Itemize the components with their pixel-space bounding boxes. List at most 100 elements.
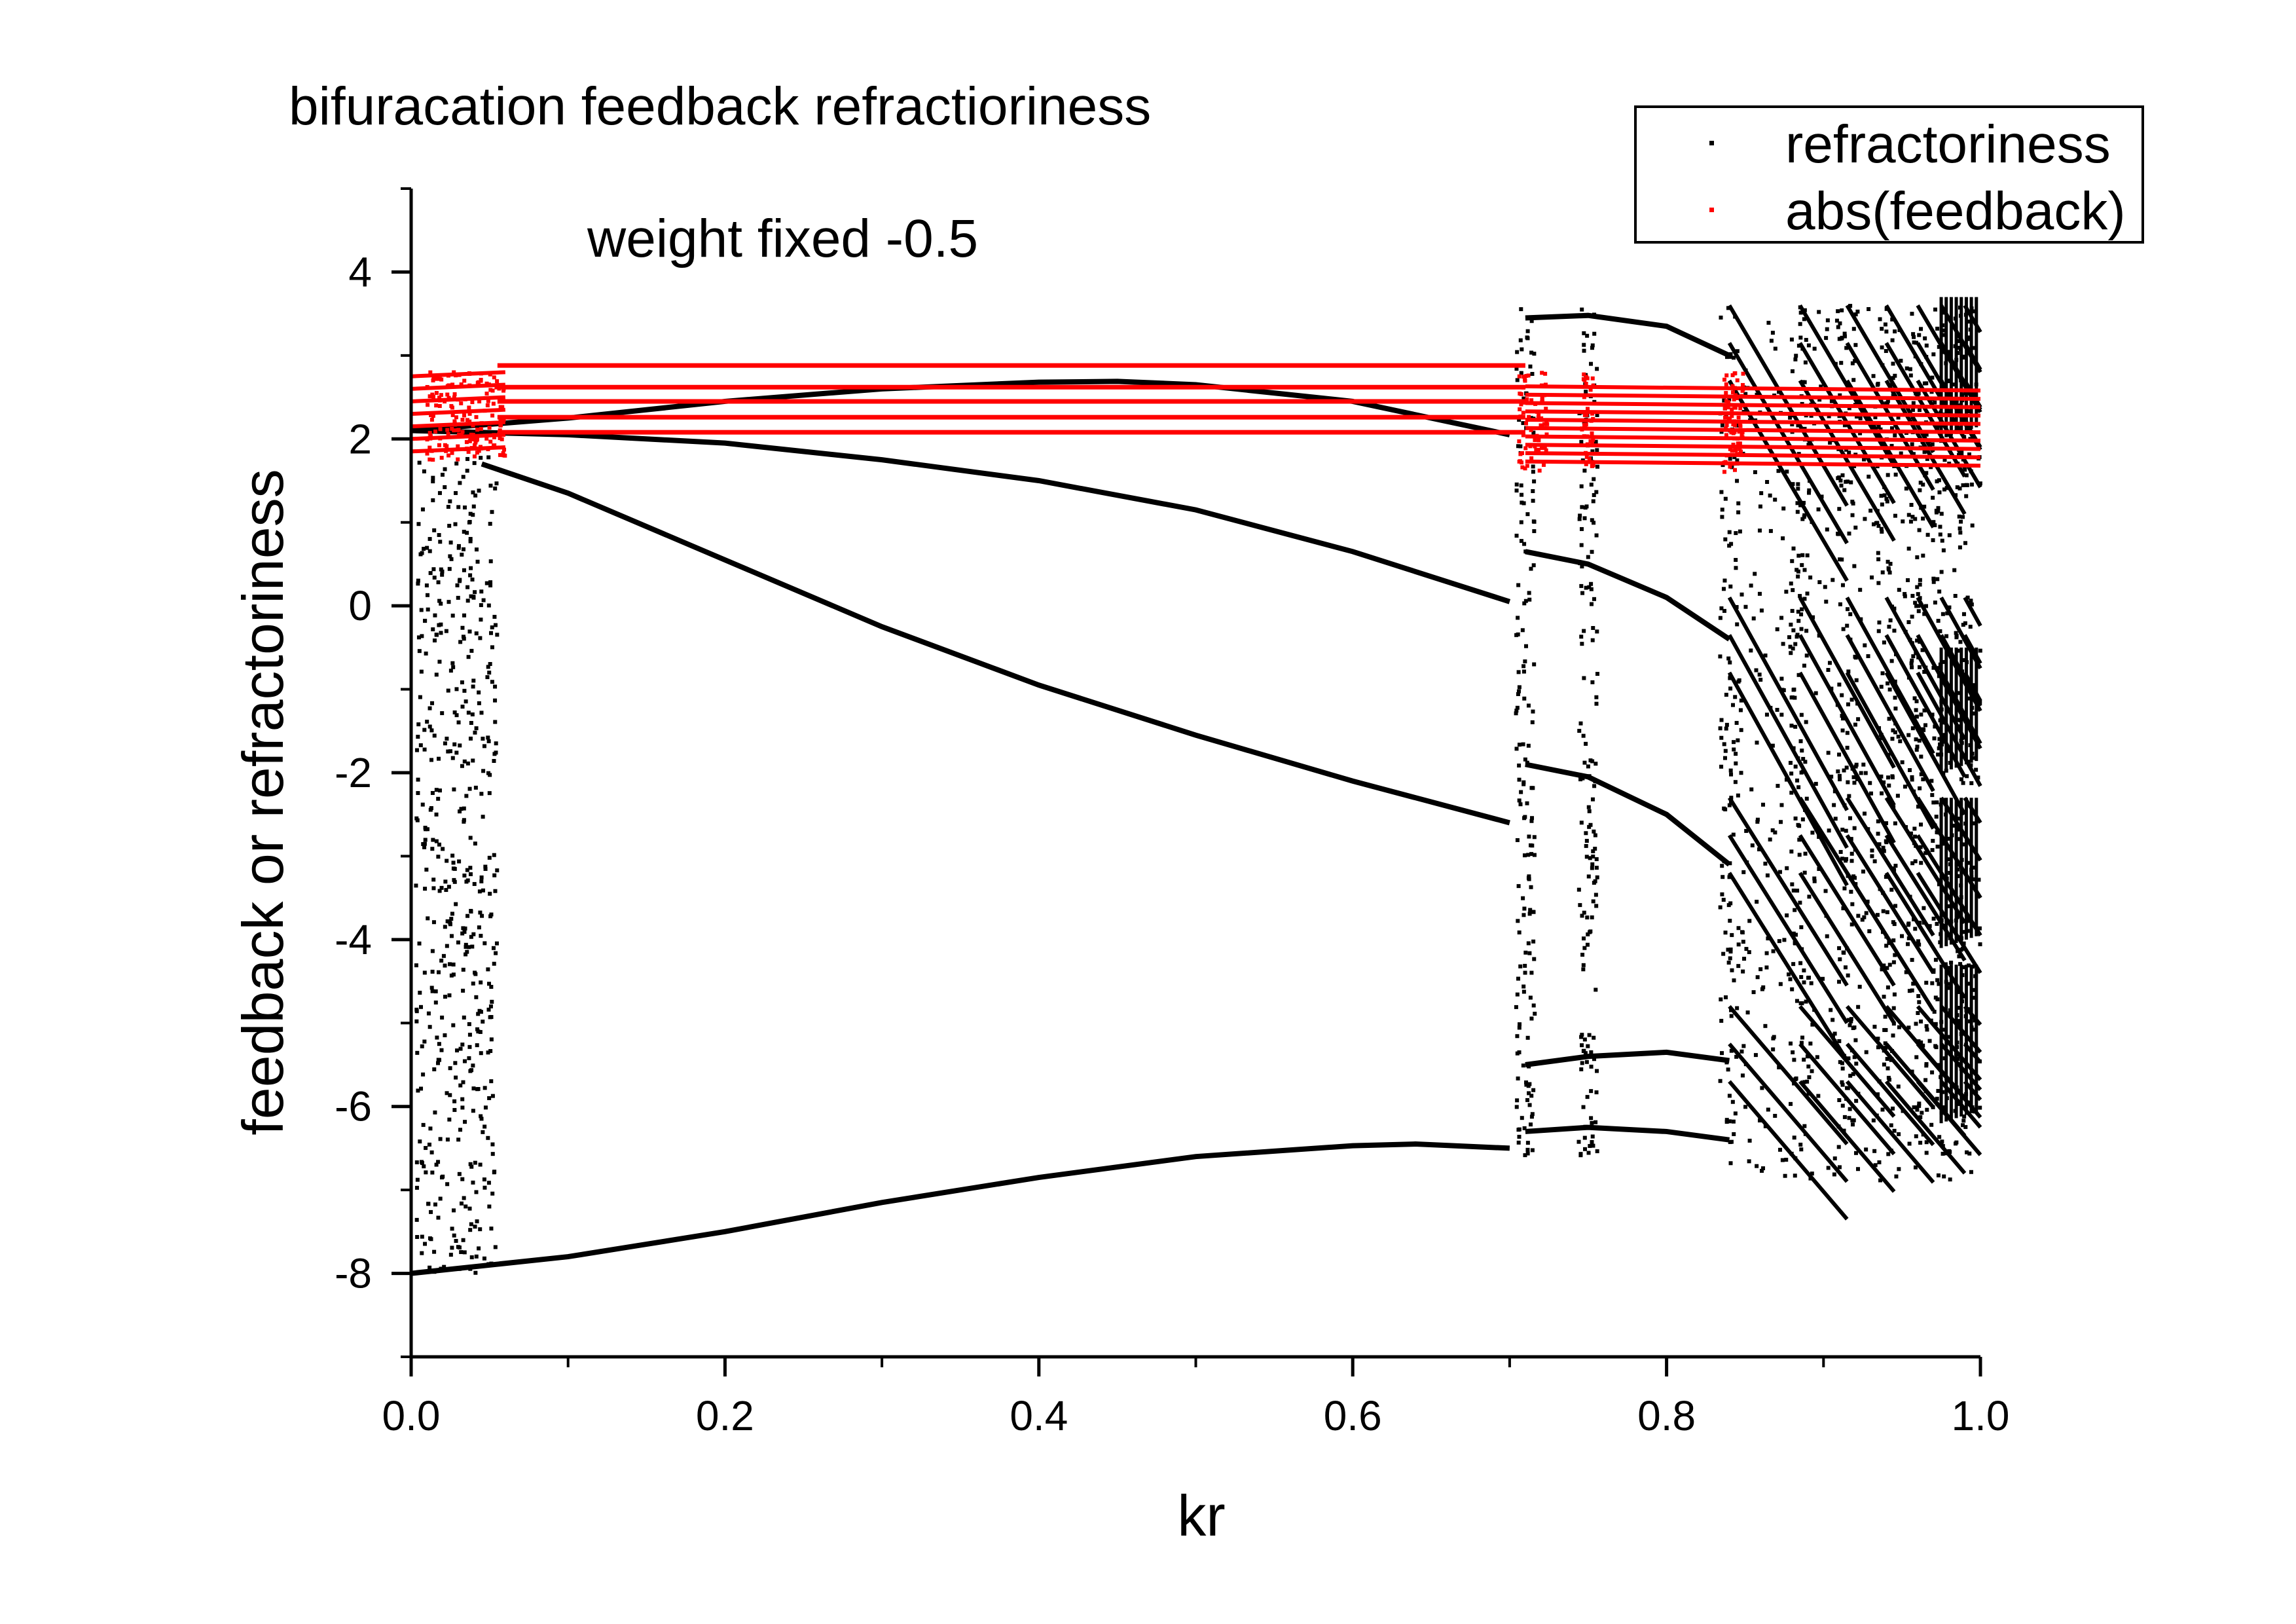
refractoriness-point xyxy=(1532,835,1537,840)
feedback-point xyxy=(501,451,505,456)
refractoriness-point xyxy=(1591,854,1595,858)
refractoriness-point xyxy=(1840,308,1844,312)
refractoriness-point xyxy=(450,614,455,618)
refractoriness-point xyxy=(432,528,437,532)
refractoriness-cascade-arc xyxy=(1845,1005,1935,1109)
refractoriness-point xyxy=(1861,869,1866,874)
refractoriness-point xyxy=(462,688,467,693)
refractoriness-point xyxy=(1526,853,1531,857)
refractoriness-point xyxy=(492,1170,496,1175)
refractoriness-point xyxy=(469,594,473,599)
refractoriness-point xyxy=(1967,452,1971,456)
refractoriness-point xyxy=(1523,815,1527,819)
feedback-point xyxy=(471,432,475,437)
refractoriness-point xyxy=(1530,1112,1535,1116)
refractoriness-point xyxy=(1532,352,1537,356)
refractoriness-point xyxy=(1910,515,1915,519)
refractoriness-point xyxy=(460,552,464,557)
refractoriness-point xyxy=(495,633,500,637)
refractoriness-point xyxy=(1595,875,1599,879)
refractoriness-point xyxy=(1938,525,1942,529)
feedback-point xyxy=(1518,407,1522,412)
refractoriness-point xyxy=(1722,742,1726,747)
refractoriness-point xyxy=(462,759,467,764)
refractoriness-point xyxy=(488,559,493,564)
refractoriness-point xyxy=(1862,811,1867,816)
refractoriness-point xyxy=(1919,772,1923,777)
refractoriness-point xyxy=(1840,335,1844,340)
feedback-point xyxy=(1590,439,1594,444)
refractoriness-point xyxy=(1935,844,1940,849)
refractoriness-point xyxy=(1922,612,1927,616)
refractoriness-point xyxy=(1791,931,1796,936)
refractoriness-point xyxy=(1847,531,1851,536)
feedback-point xyxy=(439,377,444,382)
refractoriness-point xyxy=(421,1122,426,1127)
refractoriness-point xyxy=(1941,1151,1945,1156)
refractoriness-point xyxy=(1809,981,1813,986)
feedback-point xyxy=(444,449,448,453)
refractoriness-point xyxy=(1790,369,1795,373)
refractoriness-point xyxy=(1754,668,1758,673)
refractoriness-point xyxy=(1882,995,1886,999)
feedback-point xyxy=(1582,434,1586,439)
refractoriness-point xyxy=(1769,339,1774,343)
refractoriness-point xyxy=(1590,638,1595,642)
feedback-point xyxy=(1525,397,1529,401)
refractoriness-point xyxy=(1523,970,1527,975)
refractoriness-point xyxy=(1832,1172,1836,1177)
refractoriness-point xyxy=(1523,659,1527,664)
refractoriness-point xyxy=(471,678,476,683)
refractoriness-point xyxy=(1824,599,1829,604)
refractoriness-point xyxy=(476,1086,481,1091)
refractoriness-point xyxy=(1924,1063,1929,1068)
refractoriness-point xyxy=(439,1048,444,1052)
refractoriness-point xyxy=(1812,876,1817,881)
feedback-end-line xyxy=(1525,409,1981,418)
refractoriness-point xyxy=(1910,957,1914,962)
feedback-point xyxy=(1582,395,1586,399)
refractoriness-point xyxy=(448,669,453,673)
refractoriness-point xyxy=(464,879,469,884)
refractoriness-point xyxy=(1840,714,1844,718)
refractoriness-point xyxy=(477,1246,481,1251)
refractoriness-point xyxy=(481,888,485,893)
refractoriness-point xyxy=(473,841,477,846)
refractoriness-point xyxy=(1917,1103,1922,1108)
refractoriness-point xyxy=(473,1225,477,1229)
refractoriness-point xyxy=(1751,990,1756,995)
refractoriness-point xyxy=(1591,1143,1595,1148)
refractoriness-point xyxy=(1804,796,1809,801)
refractoriness-point xyxy=(1788,415,1793,420)
feedback-point xyxy=(473,443,477,447)
refractoriness-point xyxy=(486,1181,491,1185)
refractoriness-point xyxy=(1587,809,1592,813)
refractoriness-point xyxy=(1837,337,1842,341)
chart-title: bifuracation feedback refractioriness xyxy=(289,77,1151,136)
refractoriness-point xyxy=(483,864,488,869)
refractoriness-point xyxy=(420,1044,424,1048)
refractoriness-point xyxy=(416,1088,420,1093)
refractoriness-point xyxy=(1959,948,1963,952)
refractoriness-point xyxy=(1921,1043,1925,1048)
refractoriness-point xyxy=(1595,672,1599,676)
refractoriness-point xyxy=(1517,930,1522,934)
refractoriness-point xyxy=(414,1185,419,1190)
refractoriness-point xyxy=(491,946,496,950)
refractoriness-point xyxy=(1521,421,1525,426)
refractoriness-point xyxy=(446,504,450,509)
refractoriness-point xyxy=(1795,568,1799,572)
refractoriness-point xyxy=(1584,1060,1589,1064)
refractoriness-point xyxy=(449,934,454,938)
refractoriness-point xyxy=(1948,1177,1952,1182)
feedback-point xyxy=(1736,441,1740,446)
refractoriness-point xyxy=(1723,995,1728,1000)
refractoriness-point xyxy=(1866,654,1870,659)
refractoriness-point xyxy=(1532,957,1537,961)
feedback-point xyxy=(484,381,489,386)
refractoriness-point xyxy=(454,490,458,495)
refractoriness-point xyxy=(1527,1091,1531,1096)
refractoriness-point xyxy=(1893,706,1898,710)
refractoriness-point xyxy=(1803,360,1808,365)
refractoriness-point xyxy=(1953,593,1958,598)
